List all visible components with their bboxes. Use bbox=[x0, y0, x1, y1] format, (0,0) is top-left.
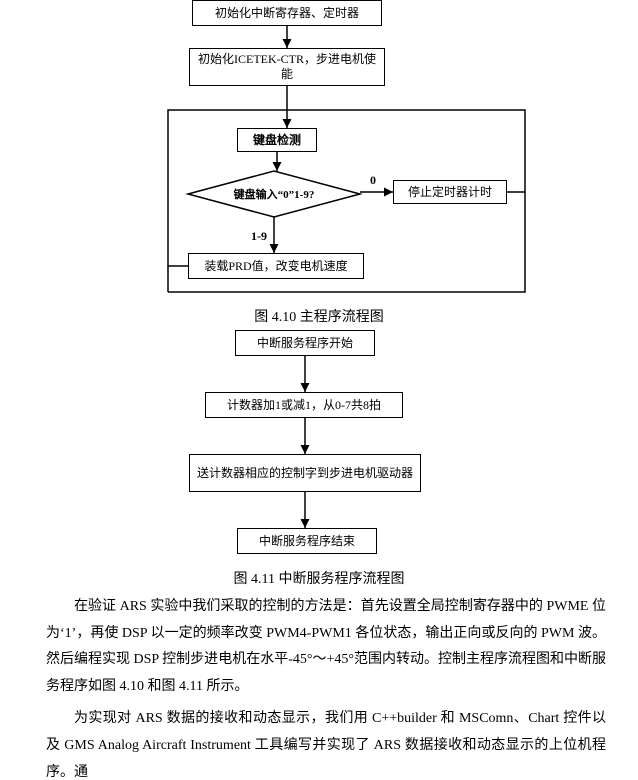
node-isr-end: 中断服务程序结束 bbox=[237, 528, 377, 554]
node-label: 键盘输入“0”1-9? bbox=[234, 186, 315, 202]
node-keyboard-check: 键盘检测 bbox=[237, 128, 317, 152]
node-label: 计数器加1或减1，从0-7共8拍 bbox=[227, 398, 381, 413]
edge-label-zero: 0 bbox=[370, 173, 376, 188]
node-label: 中断服务程序开始 bbox=[257, 336, 353, 351]
node-label: 中断服务程序结束 bbox=[259, 534, 355, 549]
node-label: 送计数器相应的控制字到步进电机驱动器 bbox=[197, 466, 413, 481]
node-label: 初始化中断寄存器、定时器 bbox=[215, 6, 359, 21]
node-stop-timer: 停止定时器计时 bbox=[393, 180, 507, 204]
caption-main-flowchart: 图 4.10 主程序流程图 bbox=[0, 306, 638, 326]
page: 初始化中断寄存器、定时器 初始化ICETEK-CTR，步进电机使能 键盘检测 键… bbox=[0, 0, 638, 780]
node-isr-send-ctrl: 送计数器相应的控制字到步进电机驱动器 bbox=[189, 454, 421, 492]
node-init-interrupt: 初始化中断寄存器、定时器 bbox=[192, 0, 382, 26]
paragraph-2: 为实现对 ARS 数据的接收和动态显示，我们用 C++builder 和 MSC… bbox=[46, 706, 606, 780]
edge-label-onenine: 1-9 bbox=[251, 229, 267, 244]
node-isr-counter: 计数器加1或减1，从0-7共8拍 bbox=[205, 392, 403, 418]
node-label: 初始化ICETEK-CTR，步进电机使能 bbox=[194, 52, 380, 82]
node-init-icetek: 初始化ICETEK-CTR，步进电机使能 bbox=[189, 48, 385, 86]
node-label: 停止定时器计时 bbox=[408, 185, 492, 200]
node-isr-start: 中断服务程序开始 bbox=[235, 330, 375, 356]
caption-isr-flowchart: 图 4.11 中断服务程序流程图 bbox=[0, 568, 638, 588]
node-label: 键盘检测 bbox=[253, 133, 301, 148]
node-label: 装载PRD值，改变电机速度 bbox=[204, 259, 347, 274]
paragraph-1: 在验证 ARS 实验中我们采取的控制的方法是：首先设置全局控制寄存器中的 PWM… bbox=[46, 594, 606, 700]
node-decision-keyboard: 键盘输入“0”1-9? bbox=[188, 181, 360, 207]
node-load-prd: 装载PRD值，改变电机速度 bbox=[188, 253, 364, 279]
body-paragraphs: 在验证 ARS 实验中我们采取的控制的方法是：首先设置全局控制寄存器中的 PWM… bbox=[46, 594, 606, 780]
